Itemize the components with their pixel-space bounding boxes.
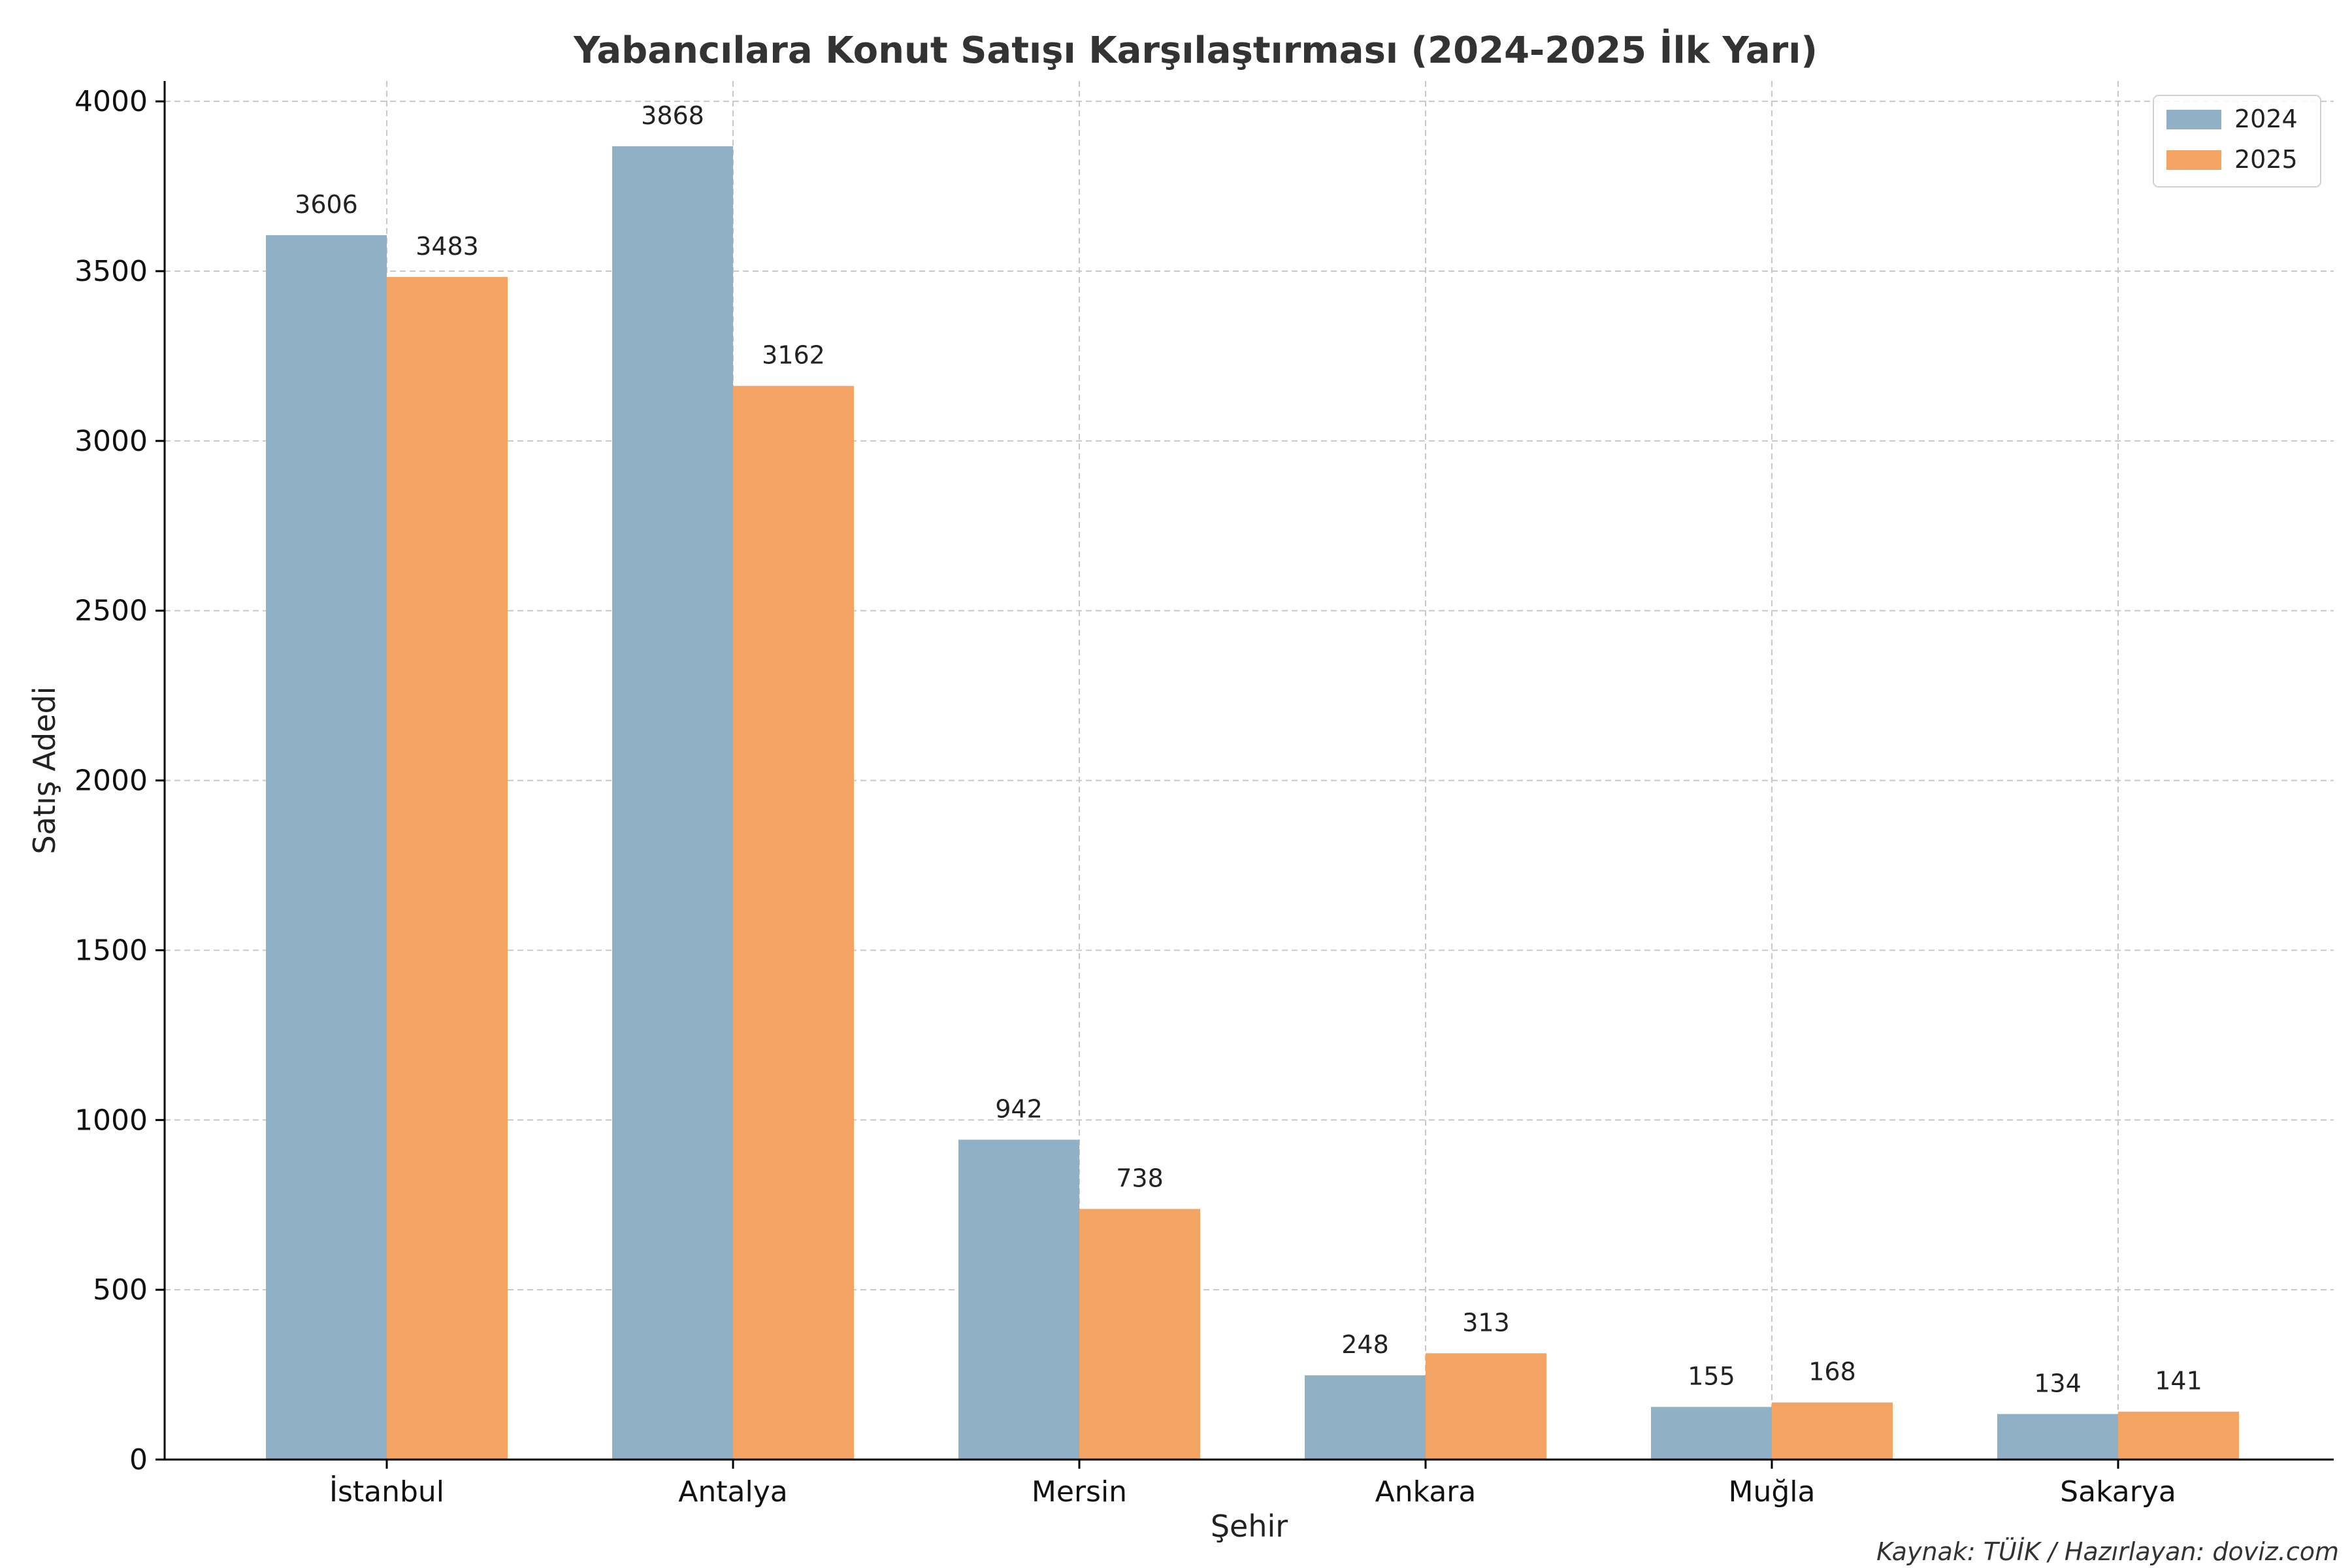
bar-value-label: 942 (995, 1094, 1043, 1123)
legend-swatch-2025 (2166, 150, 2221, 170)
y-tick-label: 2000 (74, 764, 148, 798)
bar-value-label: 313 (1462, 1308, 1510, 1337)
y-tick-label: 3000 (74, 425, 148, 458)
bar-value-label: 3606 (295, 190, 358, 219)
chart-title: Yabancılara Konut Satışı Karşılaştırması… (573, 29, 1818, 72)
bar-2024 (612, 146, 733, 1460)
x-tick-label: Muğla (1729, 1475, 1816, 1509)
bar-value-label: 3868 (641, 101, 704, 130)
bar-labels: 3606 3868 942 248 155 134 3483 3162 738 313 168 141 (295, 101, 2202, 1398)
y-tick-label: 0 (129, 1443, 148, 1477)
source-note: Kaynak: TÜİK / Hazırlayan: doviz.com (1876, 1537, 2339, 1566)
y-tick-label: 3500 (74, 255, 148, 288)
x-tick-label: Antalya (678, 1475, 787, 1509)
bar-2025 (1079, 1209, 1200, 1460)
legend-label: 2025 (2234, 145, 2298, 174)
bar-2025 (387, 276, 508, 1460)
x-tick-label: Ankara (1375, 1475, 1477, 1509)
legend: 2024 2025 (2153, 95, 2321, 188)
bar-value-label: 738 (1116, 1164, 1164, 1192)
x-tick-label: İstanbul (329, 1475, 444, 1509)
x-tick-label: Sakarya (2060, 1475, 2176, 1509)
y-tick-label: 4000 (74, 85, 148, 118)
bar-2024 (266, 235, 387, 1460)
bar-value-label: 134 (2034, 1369, 2082, 1397)
bar-2024 (1997, 1414, 2118, 1460)
bars (266, 146, 2239, 1460)
y-tick-label: 500 (93, 1273, 148, 1307)
legend-label: 2024 (2234, 105, 2298, 133)
y-tick-label: 1500 (74, 934, 148, 967)
y-tick-label: 2500 (74, 595, 148, 628)
bar-value-label: 141 (2155, 1367, 2202, 1396)
legend-swatch-2024 (2166, 110, 2221, 129)
y-tick-label: 1000 (74, 1103, 148, 1137)
bar-value-label: 248 (1341, 1330, 1389, 1359)
bar-2024 (1651, 1407, 1772, 1460)
bar-2025 (733, 385, 854, 1460)
bar-2025 (2118, 1411, 2239, 1460)
bar-value-label: 168 (1808, 1358, 1856, 1386)
bar-2025 (1426, 1353, 1546, 1460)
bar-2024 (1305, 1375, 1426, 1460)
bar-2024 (958, 1139, 1079, 1460)
axes: 0 500 1000 1500 2000 2500 3000 3500 4000 İstanbul… (74, 81, 2334, 1509)
y-axis-label: Satış Adedi (27, 687, 62, 855)
bar-value-label: 155 (1688, 1362, 1735, 1390)
x-axis-label: Şehir (1211, 1509, 1288, 1544)
bar-2025 (1772, 1402, 1893, 1460)
bar-value-label: 3162 (762, 341, 825, 370)
x-tick-label: Mersin (1032, 1475, 1127, 1509)
bar-value-label: 3483 (416, 232, 479, 261)
